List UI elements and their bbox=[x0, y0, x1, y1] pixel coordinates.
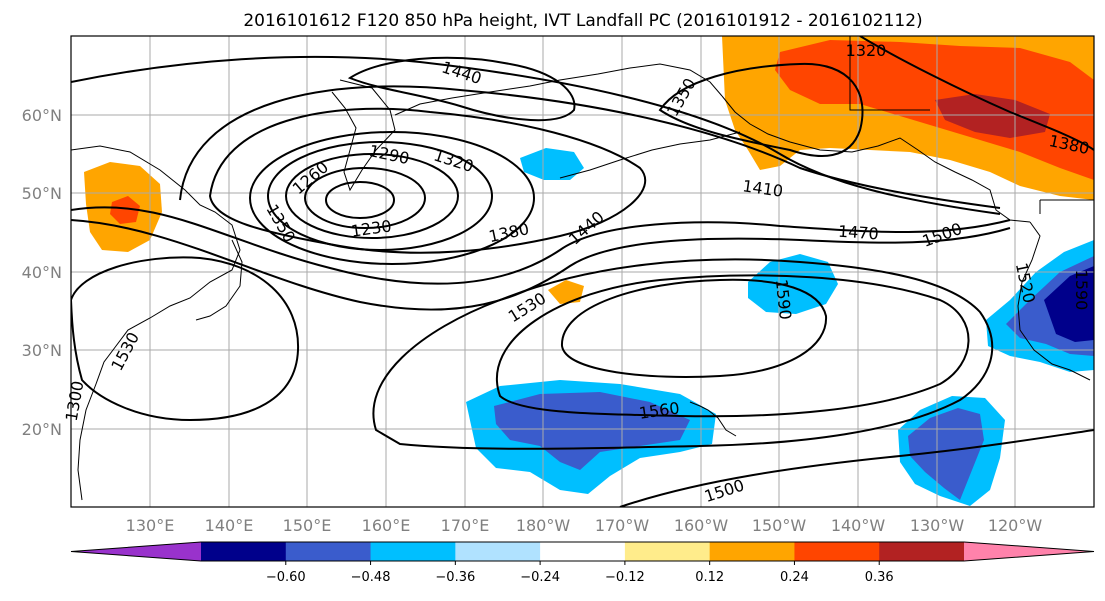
coastline-kamchatka bbox=[331, 79, 396, 192]
colorbar-tick-label: 0.36 bbox=[865, 570, 894, 585]
colorbar-segment bbox=[794, 542, 880, 561]
colorbar-tick-label: −0.12 bbox=[605, 570, 645, 585]
lon-label: 170°W bbox=[595, 516, 650, 535]
lon-label: 130°W bbox=[910, 516, 965, 535]
lon-label: 140°E bbox=[205, 516, 254, 535]
contour-1590 bbox=[560, 278, 828, 378]
ivt-region-southeast-negative-core bbox=[908, 408, 984, 500]
lat-label: 40°N bbox=[22, 263, 62, 282]
ivt-region-alaska-core bbox=[775, 40, 1094, 180]
contour-1380 bbox=[208, 107, 647, 254]
contour-1320-alaska bbox=[658, 62, 864, 157]
ivt-region-california-peak bbox=[1044, 266, 1094, 342]
contour-1440-north bbox=[347, 56, 576, 122]
coastline-alaska bbox=[721, 95, 1031, 223]
colorbar-segment bbox=[285, 542, 372, 561]
ivt-region-north-pacific-negative bbox=[520, 148, 584, 180]
coastline-aleutians bbox=[559, 131, 741, 179]
contour-label: 1320 bbox=[846, 41, 887, 60]
contour-1410 bbox=[179, 85, 1001, 209]
contour-1530 bbox=[372, 258, 994, 450]
colorbar-segment bbox=[709, 542, 795, 561]
lat-label: 20°N bbox=[22, 420, 62, 439]
colorbar-segment bbox=[201, 542, 287, 561]
colorbar-tick-label: −0.60 bbox=[266, 570, 306, 585]
longitude-labels: 130°E 140°E 150°E 160°E 170°E 180°W 170°… bbox=[126, 516, 1043, 535]
coastline-north-america bbox=[1017, 221, 1091, 381]
height-contours bbox=[71, 36, 1094, 507]
ivt-region-alaska-peak bbox=[935, 94, 1050, 138]
lat-label: 50°N bbox=[22, 184, 62, 203]
lon-label: 170°E bbox=[441, 516, 490, 535]
latitude-labels: 60°N 50°N 40°N 30°N 20°N bbox=[22, 106, 62, 439]
coastline-bering bbox=[394, 63, 723, 116]
contour-1380-alaska bbox=[859, 36, 1094, 151]
contour-1560 bbox=[496, 274, 970, 418]
colorbar-segment bbox=[370, 542, 456, 561]
coastline-asia bbox=[71, 145, 241, 501]
colorbar-tick-label: 0.24 bbox=[780, 570, 809, 585]
contour-1290 bbox=[285, 153, 459, 239]
map-frame bbox=[70, 35, 1095, 508]
ivt-region-small-positive bbox=[548, 280, 584, 304]
lon-label: 180°W bbox=[516, 516, 571, 535]
contour-1320 bbox=[267, 141, 493, 251]
lon-label: 120°W bbox=[988, 516, 1043, 535]
colorbar-segment bbox=[624, 542, 711, 561]
colorbar-outline bbox=[70, 541, 1095, 562]
contour-1530-west bbox=[71, 256, 300, 422]
colorbar-tick-label: −0.36 bbox=[435, 570, 475, 585]
lon-label: 150°E bbox=[283, 516, 332, 535]
contour-label: 1470 bbox=[837, 222, 879, 244]
colorbar: −0.60 −0.48 −0.36 −0.24 −0.12 0.12 0.24 0.36 bbox=[70, 541, 1095, 585]
coastline-hawaii bbox=[689, 401, 737, 437]
lon-label: 160°W bbox=[674, 516, 729, 535]
colorbar-segment bbox=[879, 542, 965, 561]
contour-1440 bbox=[71, 55, 1001, 215]
lon-label: 140°W bbox=[831, 516, 886, 535]
coastline-japan bbox=[195, 239, 243, 321]
graticule bbox=[71, 36, 1094, 507]
contour-1260 bbox=[304, 167, 426, 229]
contour-1500-south bbox=[619, 429, 1094, 507]
coastlines bbox=[71, 36, 1094, 501]
colorbar-tick-label: −0.48 bbox=[351, 570, 391, 585]
colorbar-tick-label: −0.24 bbox=[520, 570, 560, 585]
colorbar-extend-high bbox=[964, 542, 1094, 561]
colorbar-segment bbox=[540, 542, 626, 561]
lon-label: 130°E bbox=[126, 516, 175, 535]
lat-label: 30°N bbox=[22, 341, 62, 360]
coastline-canada-border bbox=[849, 36, 1094, 214]
lon-label: 150°W bbox=[752, 516, 807, 535]
colorbar-tick-label: 0.12 bbox=[695, 570, 724, 585]
contour-1350 bbox=[249, 131, 535, 265]
lon-label: 160°E bbox=[362, 516, 411, 535]
ivt-region-siberia-core bbox=[110, 196, 140, 224]
contour-1500 bbox=[71, 219, 1011, 311]
contour-label: 1590 bbox=[1072, 270, 1091, 311]
lat-label: 60°N bbox=[22, 106, 62, 125]
contour-1230 bbox=[325, 181, 395, 219]
colorbar-segment bbox=[455, 542, 541, 561]
contour-1470 bbox=[71, 206, 1011, 285]
colorbar-extend-low bbox=[71, 542, 201, 561]
contour-label: 1590 bbox=[772, 278, 795, 320]
map-content bbox=[71, 36, 1094, 507]
map-title: 2016101612 F120 850 hPa height, IVT Land… bbox=[243, 11, 922, 31]
